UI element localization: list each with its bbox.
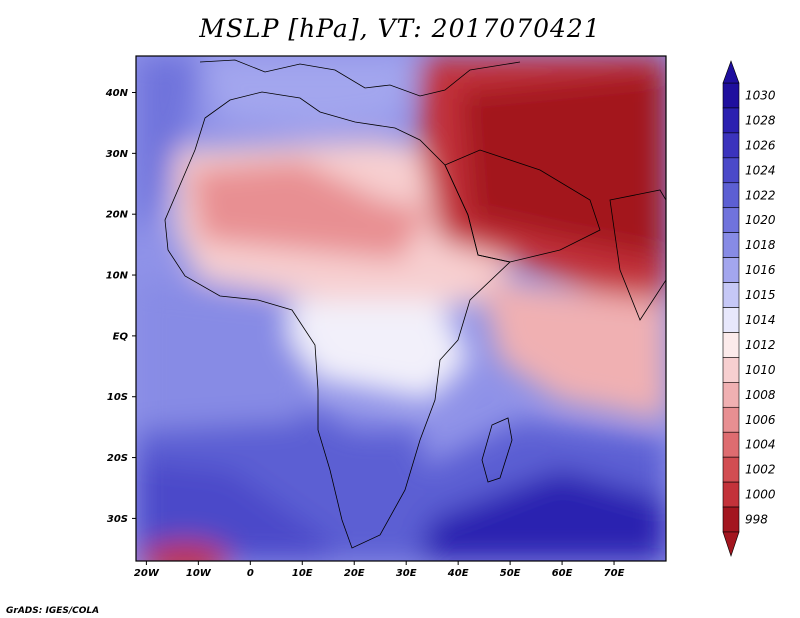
colorbar-swatch bbox=[722, 132, 740, 159]
y-tick-label: EQ bbox=[113, 331, 129, 342]
colorbar-label: 1002 bbox=[745, 463, 776, 477]
colorbar-label: 1012 bbox=[745, 338, 776, 352]
colorbar-top-arrow bbox=[722, 60, 740, 84]
y-tick-label: 10S bbox=[107, 392, 128, 403]
y-tick-label: 30S bbox=[107, 514, 128, 525]
colorbar-swatch bbox=[722, 456, 740, 483]
x-axis: 20W 10W 0 10E 20E 30E 40E 50E 60E 70E bbox=[134, 561, 625, 579]
colorbar-label: 1026 bbox=[745, 138, 776, 152]
colorbar-bottom-arrow bbox=[722, 531, 740, 557]
colorbar-swatch bbox=[722, 107, 740, 134]
madagascar-coast bbox=[481, 417, 513, 483]
y-tick-label: 40N bbox=[105, 88, 129, 99]
y-tick-label: 20S bbox=[107, 453, 128, 464]
colorbar-swatch bbox=[722, 232, 740, 258]
credit-text: GrADS: IGES/COLA bbox=[6, 606, 100, 616]
y-axis: 40N 30N 20N 10N EQ 10S 20S 30S bbox=[105, 88, 136, 525]
colorbar-label: 1030 bbox=[745, 88, 776, 102]
colorbar-label: 1000 bbox=[745, 488, 776, 502]
field-sahara-core bbox=[190, 160, 430, 260]
colorbar-label: 1004 bbox=[745, 438, 776, 452]
y-tick-label: 20N bbox=[106, 210, 129, 221]
chart-title: MSLP [hPa], VT: 2017070421 bbox=[199, 14, 601, 43]
plot-frame bbox=[135, 55, 667, 562]
colorbar-label: 1020 bbox=[745, 213, 776, 227]
colorbar-swatch bbox=[722, 307, 740, 333]
colorbar-swatch bbox=[722, 506, 740, 533]
field-north-atlantic bbox=[136, 56, 200, 240]
europe-coast bbox=[199, 59, 521, 97]
colorbar-swatch bbox=[722, 207, 740, 233]
colorbar-swatch bbox=[722, 431, 740, 458]
field-central-africa bbox=[290, 300, 470, 400]
x-tick-label: 60E bbox=[552, 568, 573, 579]
coastlines bbox=[164, 59, 666, 549]
colorbar-swatch bbox=[722, 157, 740, 184]
colorbar-label: 1016 bbox=[745, 263, 776, 277]
x-tick-label: 10E bbox=[292, 568, 313, 579]
colorbar-swatch bbox=[722, 82, 740, 109]
colorbar-swatch bbox=[722, 257, 740, 283]
colorbar-swatch bbox=[722, 481, 740, 508]
y-tick-label: 10N bbox=[106, 271, 129, 282]
field-indian-ocean bbox=[480, 280, 666, 420]
colorbar-label: 1006 bbox=[745, 413, 776, 427]
colorbar-label: 1018 bbox=[745, 238, 776, 252]
field-mediterranean bbox=[200, 56, 420, 130]
x-tick-label: 20W bbox=[134, 568, 160, 579]
colorbar-label: 1014 bbox=[745, 313, 776, 327]
x-tick-label: 40E bbox=[447, 568, 469, 579]
colorbar-label: 1028 bbox=[745, 113, 776, 127]
field-high-south-africa bbox=[320, 430, 430, 540]
field-arabia-core bbox=[460, 70, 666, 260]
colorbar-swatch bbox=[722, 406, 740, 433]
colorbar-swatch bbox=[722, 357, 740, 383]
y-tick-label: 30N bbox=[106, 149, 129, 160]
africa-coast bbox=[164, 91, 511, 549]
colorbar-swatch bbox=[722, 332, 740, 358]
colorbar-label: 998 bbox=[745, 513, 768, 527]
colorbar-label: 1008 bbox=[745, 388, 776, 402]
colorbar-swatch bbox=[722, 382, 740, 408]
field-atlantic bbox=[136, 280, 320, 430]
x-tick-label: 30E bbox=[396, 568, 417, 579]
colorbar-swatch bbox=[722, 182, 740, 209]
india-coast bbox=[609, 189, 666, 321]
colorbar-label: 1024 bbox=[745, 163, 776, 177]
pressure-field bbox=[136, 56, 666, 561]
field-high-sw bbox=[136, 460, 330, 561]
x-tick-label: 70E bbox=[604, 568, 625, 579]
colorbar-swatch bbox=[722, 282, 740, 308]
field-low-sw-corner bbox=[140, 542, 230, 561]
colorbar-label: 1022 bbox=[745, 188, 776, 202]
x-tick-label: 0 bbox=[247, 568, 254, 579]
x-tick-label: 10W bbox=[186, 568, 212, 579]
arabia-coast bbox=[444, 149, 601, 263]
colorbar-label: 1015 bbox=[745, 288, 776, 302]
x-tick-label: 50E bbox=[500, 568, 521, 579]
colorbar-label: 1010 bbox=[745, 363, 776, 377]
colorbar: 1030 1028 1026 1024 1022 1020 1018 1016 1015 1014… bbox=[722, 60, 776, 557]
field-very-high-se bbox=[420, 470, 666, 561]
x-tick-label: 20E bbox=[344, 568, 365, 579]
